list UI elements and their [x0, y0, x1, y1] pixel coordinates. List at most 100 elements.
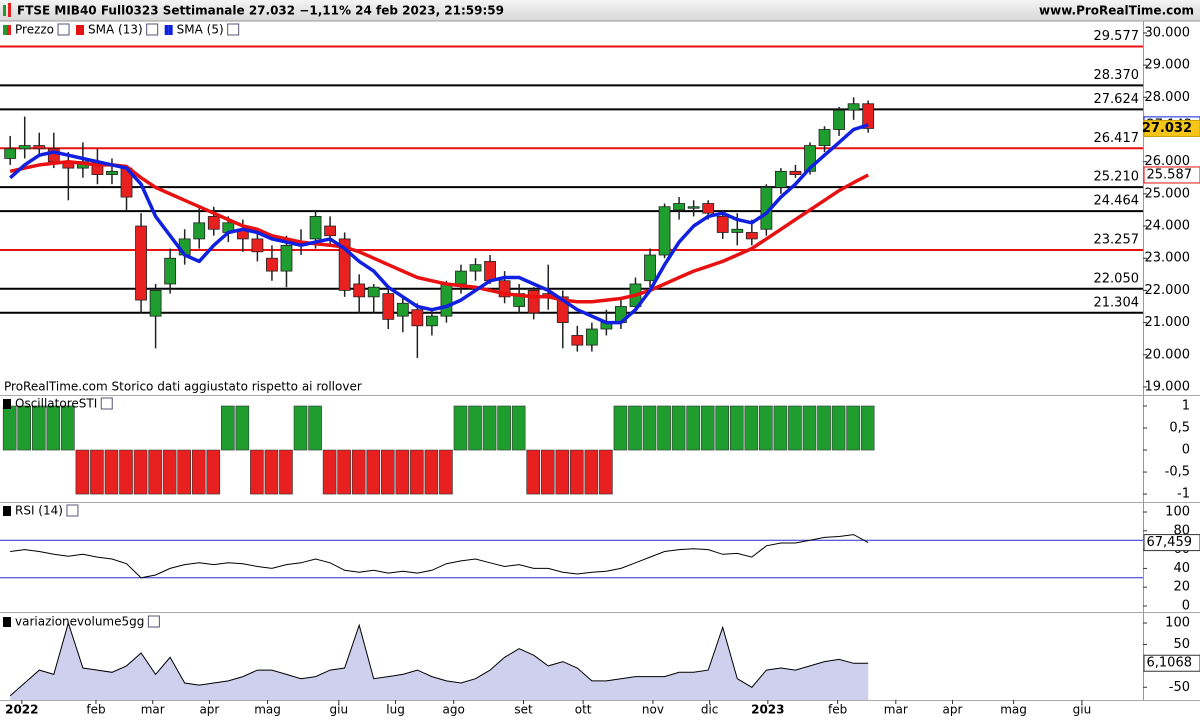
rsi-line [10, 534, 869, 579]
y-tick-label: 25.000 [1145, 186, 1191, 201]
oscillator-bar [671, 405, 686, 451]
last-value-box [1143, 166, 1200, 184]
level-label: 24.464 [1094, 194, 1140, 209]
settings-icon[interactable] [66, 504, 79, 517]
candle-body [644, 254, 656, 282]
oscillator-bar [657, 405, 671, 451]
level-label: 21.304 [1094, 295, 1140, 310]
y-tick-label: 0 [1182, 443, 1190, 458]
candle-body [833, 109, 845, 130]
candle-body [571, 335, 584, 346]
oscillator-bar [31, 405, 46, 451]
volume-line [9, 621, 869, 697]
legend-swatch [3, 617, 7, 627]
oscillator-bar [439, 449, 453, 495]
candle-body [396, 302, 409, 317]
x-tick-label: 2022 [5, 703, 38, 717]
x-tick-label: feb [86, 703, 105, 717]
candle-body [164, 257, 177, 285]
candle-body [4, 148, 17, 159]
candle-body [469, 264, 482, 272]
level-label: 27.624 [1094, 92, 1140, 107]
x-tick-label: giu [330, 703, 349, 717]
oscillator-bar [104, 449, 119, 495]
oscillator-bar [744, 405, 759, 451]
settings-icon[interactable] [146, 23, 159, 36]
oscillator-bar [221, 405, 235, 451]
candle-body [789, 170, 802, 175]
legend-swatch [3, 506, 7, 516]
legend-swatch [7, 506, 11, 516]
oscillator-bar [540, 449, 555, 495]
candle-body [484, 261, 496, 282]
x-tick-label: nov [642, 703, 664, 717]
chart-title: FTSE MIB40 Full0323 Settimanale 27.032 −… [17, 4, 504, 18]
candle-body [702, 203, 715, 214]
candle-body [193, 222, 206, 240]
settings-icon[interactable] [147, 615, 160, 628]
last-value-label: 27.032 [1142, 121, 1192, 136]
candle-body [498, 280, 511, 298]
oscillator-bar [424, 449, 439, 495]
candle-body [106, 170, 118, 175]
oscillator-bar [17, 405, 32, 451]
candle-body [135, 225, 147, 301]
oscillator-bar [628, 405, 642, 451]
oscillator-bar [322, 449, 337, 495]
y-tick-label: 30.000 [1145, 25, 1191, 40]
level-label: 22.050 [1094, 271, 1140, 286]
legend-swatch [3, 399, 7, 409]
x-tick-label: apr [199, 703, 219, 717]
settings-icon[interactable] [227, 23, 240, 36]
legend-label: SMA (5) [177, 23, 224, 37]
candle-body [425, 315, 438, 327]
oscillator-bar [75, 449, 90, 495]
x-tick-label: dic [701, 703, 719, 717]
settings-icon[interactable] [57, 23, 70, 36]
candle-body [18, 145, 31, 150]
oscillator-bar [2, 405, 17, 451]
candle-body [382, 293, 395, 320]
legend-swatch [7, 399, 11, 409]
oscillator-bar [788, 405, 802, 451]
legend-swatch [7, 25, 11, 35]
x-tick-label: 2023 [751, 703, 784, 717]
y-tick-label: 100 [1165, 505, 1190, 520]
y-tick-label: 20.000 [1145, 347, 1191, 362]
oscillator-bar [831, 405, 846, 451]
oscillator-bar [410, 449, 424, 495]
oscillator-bar [46, 405, 61, 451]
settings-icon[interactable] [100, 397, 113, 410]
candle-body [847, 103, 860, 111]
last-value-box [1143, 534, 1200, 552]
level-label: 23.257 [1094, 232, 1140, 247]
candle-body [309, 215, 322, 240]
last-value-box [1143, 654, 1200, 672]
oscillator-bar [511, 405, 526, 451]
candle-body [440, 283, 453, 317]
candle-body [716, 215, 729, 233]
oscillator-bar [729, 405, 744, 451]
candle-body [556, 296, 569, 323]
oscillator-bar [686, 405, 700, 451]
candle-body [585, 328, 598, 346]
sma-line [9, 159, 870, 304]
oscillator-bar [613, 405, 628, 451]
last-value-box [1143, 119, 1200, 137]
y-tick-label: 20 [1173, 580, 1190, 595]
candle-body [149, 290, 162, 317]
y-tick-label: 24.000 [1145, 219, 1191, 234]
y-tick-label: 23.000 [1145, 251, 1191, 266]
x-tick-label: set [514, 703, 533, 717]
legend-label: OscillatoreSTI [15, 397, 97, 411]
y-tick-label: 19.000 [1145, 379, 1191, 394]
oscillator-bar [759, 405, 773, 451]
volume-area [10, 623, 869, 700]
oscillator-bar [162, 449, 177, 495]
oscillator-bar [293, 405, 308, 451]
oscillator-bar [264, 449, 279, 495]
oscillator-bar [468, 405, 482, 451]
candle-body [367, 286, 380, 298]
y-tick-label: 29.000 [1145, 58, 1191, 73]
